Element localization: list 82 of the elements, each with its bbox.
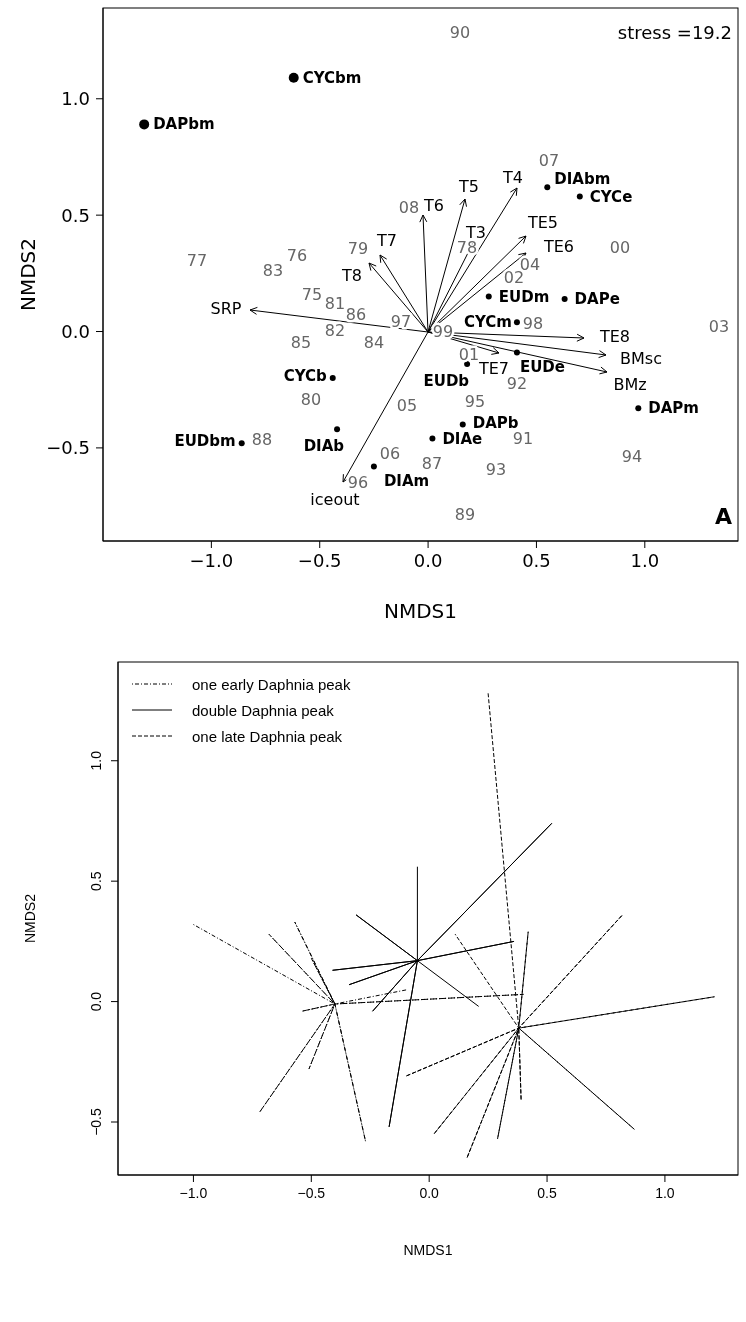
y-tick-label: 0.0 bbox=[61, 320, 90, 342]
annotation: 00 bbox=[609, 237, 631, 257]
annotation: 79 bbox=[347, 238, 369, 258]
annotation: 80 bbox=[300, 389, 322, 409]
annotation: SRP bbox=[210, 298, 242, 318]
annotation: T4 bbox=[502, 167, 523, 187]
data-label: DIAm bbox=[383, 471, 430, 490]
annotation: T3 bbox=[465, 222, 486, 242]
annotation: 89 bbox=[454, 504, 476, 524]
data-label: DAPe bbox=[574, 289, 620, 308]
x-tick-label: −0.5 bbox=[297, 549, 342, 571]
legend-label: one early Daphnia peak bbox=[192, 675, 351, 693]
x-tick-label: 1.0 bbox=[655, 1184, 675, 1201]
annotation: 77 bbox=[186, 250, 208, 270]
data-label: EUDb bbox=[423, 372, 470, 391]
legend-label: one late Daphnia peak bbox=[192, 727, 343, 745]
x-tick-label: −1.0 bbox=[179, 1184, 208, 1201]
data-label: CYCb bbox=[283, 367, 327, 386]
data-label: EUDm bbox=[498, 287, 550, 306]
annotation: 01 bbox=[458, 344, 480, 364]
data-label: DIAe bbox=[442, 429, 483, 448]
annotation: 86 bbox=[345, 304, 367, 324]
annotation: 83 bbox=[262, 260, 284, 280]
x-tick-label: −0.5 bbox=[297, 1184, 326, 1201]
data-label: EUDbm bbox=[174, 432, 236, 451]
annotation: stress =19.2 bbox=[617, 21, 732, 43]
annotation: TE8 bbox=[598, 326, 631, 346]
annotation: 03 bbox=[708, 316, 730, 336]
y-tick-label: −0.5 bbox=[46, 437, 90, 459]
annotation: 85 bbox=[290, 332, 312, 352]
annotation: T7 bbox=[376, 230, 397, 250]
data-label: DAPbm bbox=[153, 115, 215, 134]
data-label: DIAb bbox=[303, 437, 345, 456]
annotation: 97 bbox=[390, 311, 412, 331]
x-tick-label: 0.5 bbox=[522, 549, 551, 571]
annotation: 95 bbox=[464, 391, 486, 411]
y-tick-label: 1.0 bbox=[88, 750, 104, 771]
annotation: iceout bbox=[310, 489, 360, 509]
annotation: 84 bbox=[363, 332, 385, 352]
data-label: CYCm bbox=[463, 313, 512, 332]
annotation: 87 bbox=[421, 453, 443, 473]
annotation: 94 bbox=[621, 446, 643, 466]
annotation: 75 bbox=[301, 284, 323, 304]
annotation: 90 bbox=[449, 22, 471, 42]
y-tick-label: 1.0 bbox=[61, 88, 90, 110]
y-tick-label: 0.0 bbox=[88, 991, 104, 1012]
x-tick-label: 0.0 bbox=[413, 549, 443, 571]
x-tick-label: 0.0 bbox=[419, 1184, 440, 1201]
x-axis-title: NMDS1 bbox=[403, 1242, 453, 1258]
annotation: T8 bbox=[341, 265, 362, 285]
x-axis-title: NMDS1 bbox=[383, 599, 458, 623]
y-tick-label: 0.5 bbox=[88, 871, 104, 891]
annotation: 88 bbox=[251, 429, 273, 449]
data-label: CYCbm bbox=[302, 68, 362, 87]
y-axis-title: NMDS2 bbox=[16, 237, 40, 312]
annotation: BMsc bbox=[620, 348, 662, 368]
annotation: 07 bbox=[538, 150, 560, 170]
annotation: 76 bbox=[286, 245, 308, 265]
x-tick-label: −1.0 bbox=[189, 549, 234, 571]
annotation: 98 bbox=[522, 313, 544, 333]
annotation: TE6 bbox=[542, 236, 575, 256]
annotation: BMz bbox=[613, 374, 647, 394]
data-label: DAPm bbox=[648, 399, 699, 418]
annotation: 06 bbox=[379, 443, 401, 463]
annotation: 82 bbox=[324, 320, 346, 340]
annotation: 81 bbox=[324, 293, 346, 313]
annotation: 93 bbox=[485, 459, 507, 479]
annotation: 05 bbox=[396, 395, 418, 415]
y-tick-label: −0.5 bbox=[88, 1107, 104, 1136]
y-tick-label: 0.5 bbox=[61, 204, 90, 226]
x-tick-label: 1.0 bbox=[630, 549, 660, 571]
y-axis-title: NMDS2 bbox=[22, 893, 38, 944]
annotation: 96 bbox=[347, 472, 369, 492]
legend-label: double Daphnia peak bbox=[192, 701, 335, 719]
data-label: DIAbm bbox=[554, 170, 611, 189]
annotation: A bbox=[714, 503, 732, 529]
x-tick-label: 0.5 bbox=[537, 1184, 557, 1201]
annotation: TE5 bbox=[526, 212, 559, 232]
data-label: CYCe bbox=[589, 187, 633, 206]
annotation: 08 bbox=[398, 197, 420, 217]
annotation: T5 bbox=[458, 176, 479, 196]
annotation: T6 bbox=[423, 195, 444, 215]
